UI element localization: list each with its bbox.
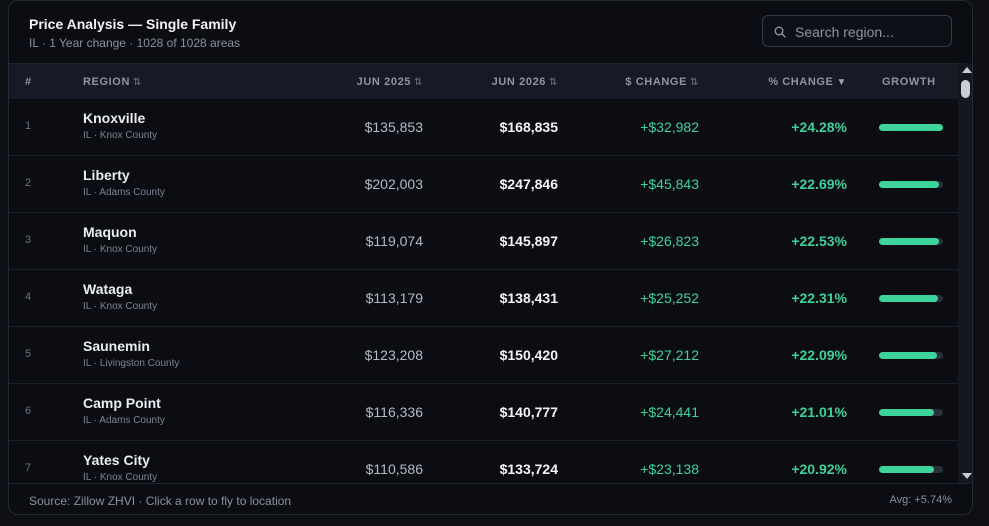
growth-bar-fill [879,124,943,131]
dollar-change: +$25,252 [640,290,699,306]
percent-change: +22.69% [791,176,847,192]
region-name: Wataga [83,281,133,297]
dollar-change: +$24,441 [640,404,699,420]
value-jun2026: $150,420 [499,347,558,363]
column-header-num: # [25,76,32,88]
panel-subtitle: IL · 1 Year change · 1028 of 1028 areas [29,36,241,50]
row-number: 6 [25,405,32,417]
table-row[interactable]: 2 Liberty IL · Adams County $202,003 $24… [9,156,958,213]
region-name: Liberty [83,167,130,183]
column-header-region[interactable]: REGION ⇅ [83,76,142,88]
value-jun2025: $113,179 [365,290,423,306]
growth-bar-fill [879,466,935,473]
percent-change: +24.28% [791,119,847,135]
growth-bar [879,352,943,359]
growth-bar [879,466,943,473]
average-change: Avg: +5.74% [889,494,952,506]
percent-change: +22.53% [791,233,847,249]
region-name: Yates City [83,452,150,468]
growth-bar [879,124,943,131]
panel-header: Price Analysis — Single Family IL · 1 Ye… [9,1,972,63]
region-location: IL · Livingston County [83,358,180,369]
value-jun2025: $110,586 [365,461,423,477]
dollar-change: +$27,212 [640,347,699,363]
value-jun2025: $202,003 [364,176,423,192]
region-name: Maquon [83,224,137,240]
value-jun2025: $123,208 [364,347,423,363]
growth-bar-fill [879,352,938,359]
column-header-growth: GROWTH [882,76,936,88]
sort-icon: ⇅ [414,77,423,88]
table-row[interactable]: 3 Maquon IL · Knox County $119,074 $145,… [9,213,958,270]
column-header-jun2026[interactable]: JUN 2026 ⇅ [491,76,558,88]
value-jun2025: $116,336 [365,404,423,420]
region-location: IL · Knox County [83,244,158,255]
percent-change: +22.09% [791,347,847,363]
column-header-jun2025[interactable]: JUN 2025 ⇅ [356,76,423,88]
percent-change: +21.01% [791,404,847,420]
search-box[interactable] [762,15,952,48]
region-location: IL · Adams County [83,415,165,426]
region-location: IL · Knox County [83,130,158,141]
value-jun2026: $140,777 [499,404,558,420]
table-body: 1 Knoxville IL · Knox County $135,853 $1… [9,99,958,483]
sort-icon: ⇅ [133,77,142,88]
table-row[interactable]: 4 Wataga IL · Knox County $113,179 $138,… [9,270,958,327]
row-number: 3 [25,234,32,246]
table-row[interactable]: 6 Camp Point IL · Adams County $116,336 … [9,384,958,441]
growth-bar-fill [879,238,939,245]
region-name: Camp Point [83,395,161,411]
column-header-change[interactable]: $ CHANGE ⇅ [625,76,699,88]
value-jun2025: $119,074 [365,233,423,249]
panel-footer: Source: Zillow ZHVI · Click a row to fly… [9,483,972,514]
growth-bar [879,409,943,416]
value-jun2026: $138,431 [499,290,558,306]
search-icon [774,26,786,38]
percent-change: +22.31% [791,290,847,306]
row-number: 2 [25,177,32,189]
region-location: IL · Adams County [83,187,165,198]
table-row[interactable]: 5 Saunemin IL · Livingston County $123,2… [9,327,958,384]
value-jun2025: $135,853 [364,119,423,135]
dollar-change: +$26,823 [640,233,699,249]
row-number: 7 [25,462,32,474]
sort-icon: ⇅ [549,77,558,88]
table-header: # REGION ⇅ JUN 2025 ⇅ JUN 2026 ⇅ $ CHANGE ⇅ … [9,63,958,99]
dollar-change: +$32,982 [640,119,699,135]
growth-bar [879,238,943,245]
region-name: Knoxville [83,110,146,126]
region-location: IL · Knox County [83,301,158,312]
row-number: 5 [25,348,32,360]
panel-title: Price Analysis — Single Family [29,16,237,32]
dollar-change: +$23,138 [640,461,699,477]
sort-desc-icon: ▼ [836,77,847,88]
growth-bar-fill [879,181,939,188]
region-location: IL · Knox County [83,472,158,483]
value-jun2026: $145,897 [499,233,558,249]
percent-change: +20.92% [791,461,847,477]
value-jun2026: $247,846 [499,176,558,192]
search-input[interactable] [793,16,947,48]
growth-bar [879,295,943,302]
scroll-down-arrow-icon[interactable] [962,473,972,479]
scroll-up-arrow-icon[interactable] [962,67,972,73]
table-row[interactable]: 1 Knoxville IL · Knox County $135,853 $1… [9,99,958,156]
value-jun2026: $133,724 [499,461,558,477]
sort-icon: ⇅ [690,77,699,88]
row-number: 4 [25,291,32,303]
growth-bar-fill [879,295,938,302]
price-analysis-panel: Price Analysis — Single Family IL · 1 Ye… [8,0,973,515]
region-name: Saunemin [83,338,150,354]
column-header-pct-change[interactable]: % CHANGE ▼ [768,76,847,88]
growth-bar-fill [879,409,935,416]
dollar-change: +$45,843 [640,176,699,192]
table-row[interactable]: 7 Yates City IL · Knox County $110,586 $… [9,441,958,483]
row-number: 1 [25,120,32,132]
value-jun2026: $168,835 [499,119,558,135]
scrollbar-thumb[interactable] [961,80,970,98]
growth-bar [879,181,943,188]
vertical-scrollbar[interactable] [958,63,972,483]
source-note: Source: Zillow ZHVI · Click a row to fly… [29,494,292,508]
